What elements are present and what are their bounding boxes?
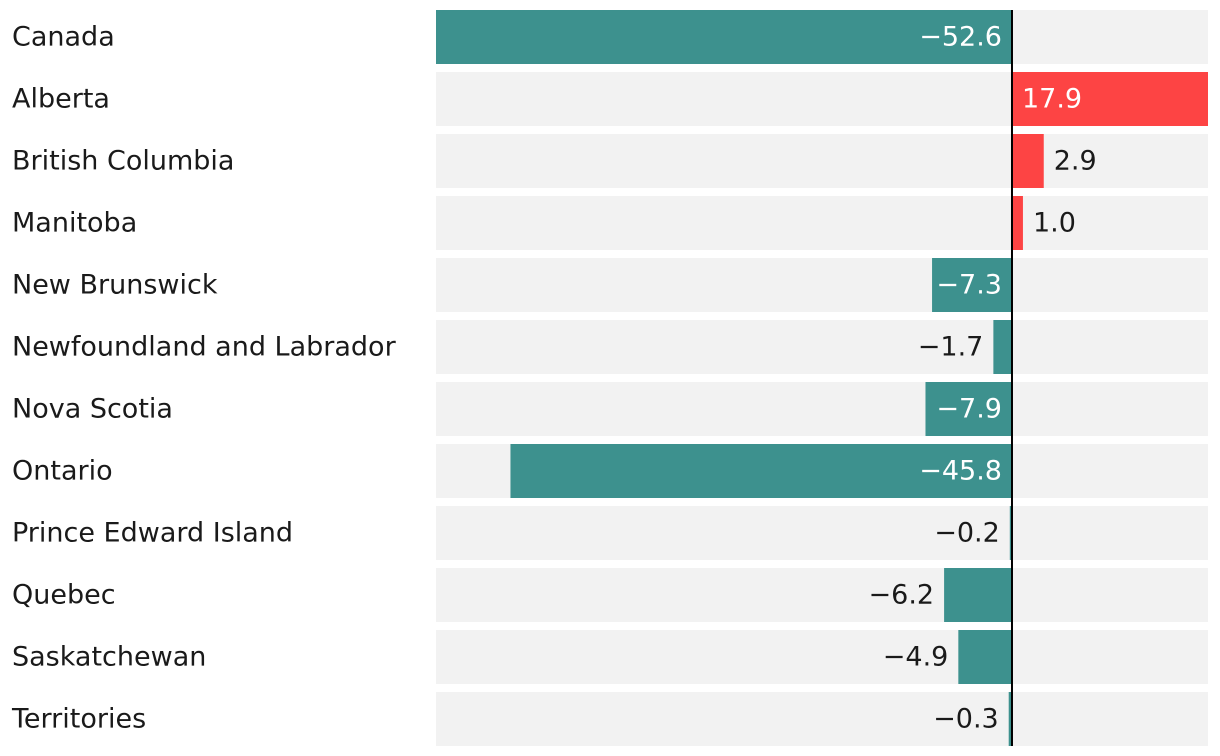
row-track — [436, 630, 1208, 684]
bar — [436, 10, 1012, 64]
value-label: 17.9 — [1022, 84, 1082, 115]
value-label: −7.9 — [936, 394, 1002, 425]
row-track — [436, 382, 1208, 436]
category-label: New Brunswick — [12, 270, 218, 301]
bar — [1009, 506, 1012, 560]
category-label: Nova Scotia — [12, 394, 173, 425]
category-label: Newfoundland and Labrador — [12, 332, 397, 363]
bar — [925, 382, 1012, 436]
bar — [1011, 72, 1208, 126]
category-label: Saskatchewan — [12, 642, 206, 673]
bar — [993, 320, 1012, 374]
bars — [436, 10, 1208, 746]
category-label: Manitoba — [12, 208, 137, 239]
category-label: Prince Edward Island — [12, 518, 293, 549]
bar — [932, 258, 1012, 312]
bar — [1011, 134, 1044, 188]
row-track — [436, 692, 1208, 746]
category-label: Quebec — [12, 580, 116, 611]
value-labels: −52.6 17.9 2.9 1.0 −7.3 −1.7 −7.9 −45.8 −0.2 −6.2… — [869, 22, 1097, 735]
category-label: Territories — [11, 704, 146, 735]
value-label: −7.3 — [936, 270, 1002, 301]
value-label: −0.2 — [934, 518, 1000, 549]
category-labels: Canada Alberta British Columbia Manitoba New… — [11, 22, 397, 735]
row-track — [436, 568, 1208, 622]
value-label: −1.7 — [918, 332, 984, 363]
value-label: −52.6 — [919, 22, 1002, 53]
bar — [510, 444, 1012, 498]
category-label: Canada — [12, 22, 115, 53]
bar — [944, 568, 1012, 622]
row-track — [436, 196, 1208, 250]
row-track — [436, 320, 1208, 374]
value-label: −0.3 — [933, 704, 999, 735]
row-track — [436, 258, 1208, 312]
row-track — [436, 506, 1208, 560]
category-label: Alberta — [12, 84, 110, 115]
value-label: 1.0 — [1033, 208, 1076, 239]
value-label: −45.8 — [919, 456, 1002, 487]
bar — [1008, 692, 1012, 746]
category-label: British Columbia — [12, 146, 234, 177]
value-label: −4.9 — [883, 642, 949, 673]
row-track — [436, 134, 1208, 188]
bar — [958, 630, 1012, 684]
bar — [1011, 196, 1023, 250]
value-label: −6.2 — [869, 580, 935, 611]
category-label: Ontario — [12, 456, 113, 487]
value-label: 2.9 — [1054, 146, 1097, 177]
